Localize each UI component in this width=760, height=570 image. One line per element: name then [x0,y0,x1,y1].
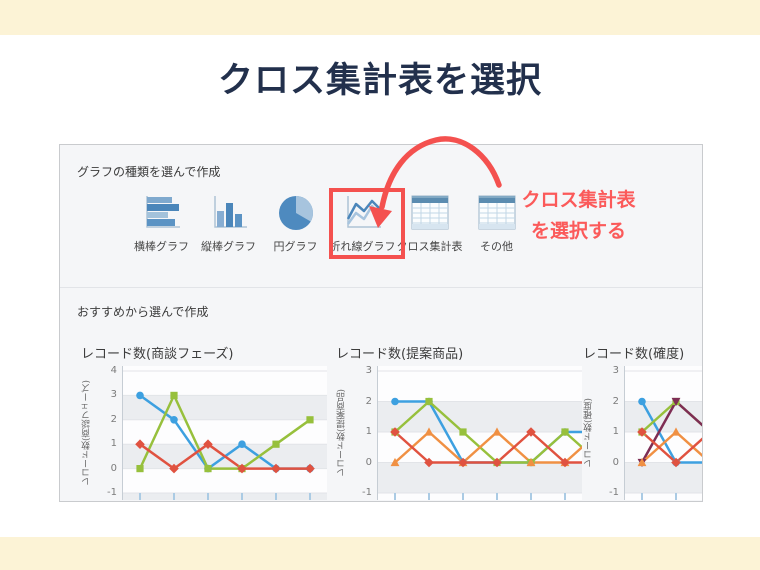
chart-type-label: 縦棒グラフ [201,240,256,253]
line-chart-plot [377,366,582,500]
chart-title: レコード数(商談フェーズ) [81,347,234,362]
chart-title: レコード数(確度) [583,347,685,362]
chart-type-pie[interactable]: 円グラフ [262,191,329,254]
chart-type-row: 横棒グラフ 縦棒グラフ 円グラフ [128,191,530,254]
cross-tab-table-icon [408,191,452,235]
chart-body: レコード数(商談フェーズ) 4 3 2 1 0 -1 [79,365,339,500]
chart-type-label: 折れ線グラフ [329,240,396,253]
vertical-bar-chart-icon [207,191,251,235]
chart-type-label: 横棒グラフ [134,240,189,253]
y-axis-label: レコード数(提案商品) [337,388,347,478]
line-chart-plot [624,366,702,500]
y-axis-label: レコード数(商談フェーズ) [82,379,92,487]
recommended-chart-card[interactable]: レコード数(提案商品) レコード数(提案商品) 3 2 1 0 -1 [334,343,594,500]
recommended-section-label: おすすめから選んで作成 [77,305,209,319]
chart-type-vertical-bar[interactable]: 縦棒グラフ [195,191,262,254]
chart-type-horizontal-bar[interactable]: 横棒グラフ [128,191,195,254]
recommended-chart-card[interactable]: レコード数(確度) レコード数(確度) 3 2 1 0 -1 [581,343,702,500]
horizontal-bar-chart-icon [140,191,184,235]
y-axis-label: レコード数(確度) [584,397,594,469]
line-chart-icon [341,191,385,235]
chart-type-section-label: グラフの種類を選んで作成 [77,165,221,179]
chart-type-cross-tab[interactable]: クロス集計表 [396,191,463,254]
chart-title: レコード数(提案商品) [336,347,464,362]
annotation-line1: クロス集計表 [521,189,636,211]
annotation-text: クロス集計表 を選択する [496,185,661,247]
chart-type-line[interactable]: 折れ線グラフ [329,191,396,254]
chart-type-label: クロス集計表 [396,240,463,253]
y-axis-ticks: 3 2 1 0 -1 [362,365,372,498]
chart-body: レコード数(提案商品) 3 2 1 0 -1 [334,365,594,500]
bottom-accent-band [0,537,760,570]
chart-creation-panel: グラフの種類を選んで作成 横棒グラフ [59,144,703,502]
page-title: クロス集計表を選択 [217,61,542,101]
annotation-line2: を選択する [530,220,626,242]
y-axis-ticks: 4 3 2 1 0 -1 [107,365,117,498]
pie-chart-icon [276,191,316,235]
line-chart-plot [122,366,327,500]
top-accent-band [0,0,760,35]
chart-body: レコード数(確度) 3 2 1 0 -1 [581,365,702,500]
section-divider [60,287,702,288]
chart-type-label: その他 [480,240,513,253]
recommended-chart-card[interactable]: レコード数(商談フェーズ) レコード数(商談フェーズ) 4 3 2 1 0 -1 [79,343,339,500]
chart-type-label: 円グラフ [273,240,318,253]
y-axis-ticks: 3 2 1 0 -1 [609,365,619,498]
